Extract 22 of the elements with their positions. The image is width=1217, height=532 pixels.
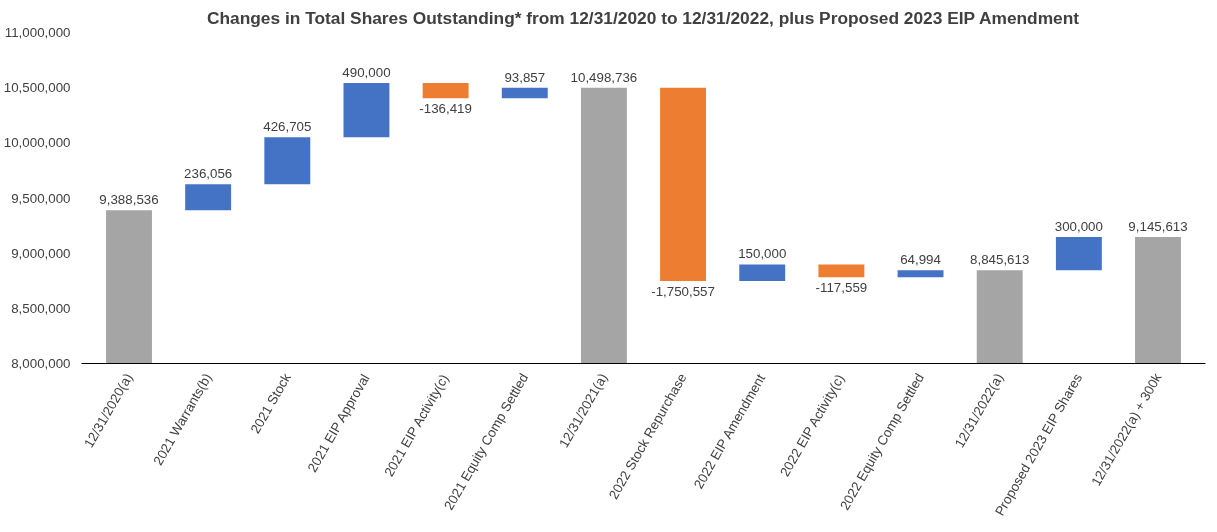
- data-label: 8,845,613: [970, 252, 1030, 268]
- data-label: 64,994: [900, 252, 942, 268]
- data-label: 490,000: [342, 65, 391, 81]
- data-label: -136,419: [419, 101, 472, 117]
- data-label: 150,000: [738, 246, 787, 262]
- data-label: 300,000: [1054, 219, 1103, 235]
- y-tick-label: 11,000,000: [4, 25, 71, 40]
- chart-title: Changes in Total Shares Outstanding* from 12/31/2020 to 12/31/2022, plus Proposed 2023 EIP Amendment: [206, 7, 1080, 28]
- y-tick-label: 9,000,000: [11, 245, 71, 261]
- data-label: 10,498,736: [570, 69, 638, 85]
- y-tick-label: 8,500,000: [11, 300, 71, 316]
- data-label: 93,857: [504, 69, 546, 85]
- data-label: -1,750,557: [651, 283, 715, 299]
- data-label: 426,705: [263, 119, 312, 135]
- y-tick-label: 8,000,000: [11, 356, 71, 371]
- data-label: -117,559: [815, 280, 868, 296]
- data-label: 236,056: [184, 166, 233, 182]
- data-label: 9,145,613: [1128, 219, 1188, 235]
- y-tick-label: 10,500,000: [3, 80, 71, 96]
- y-tick-label: 9,500,000: [11, 190, 71, 206]
- y-tick-label: 10,000,000: [3, 135, 71, 151]
- data-label: 9,388,536: [99, 192, 159, 208]
